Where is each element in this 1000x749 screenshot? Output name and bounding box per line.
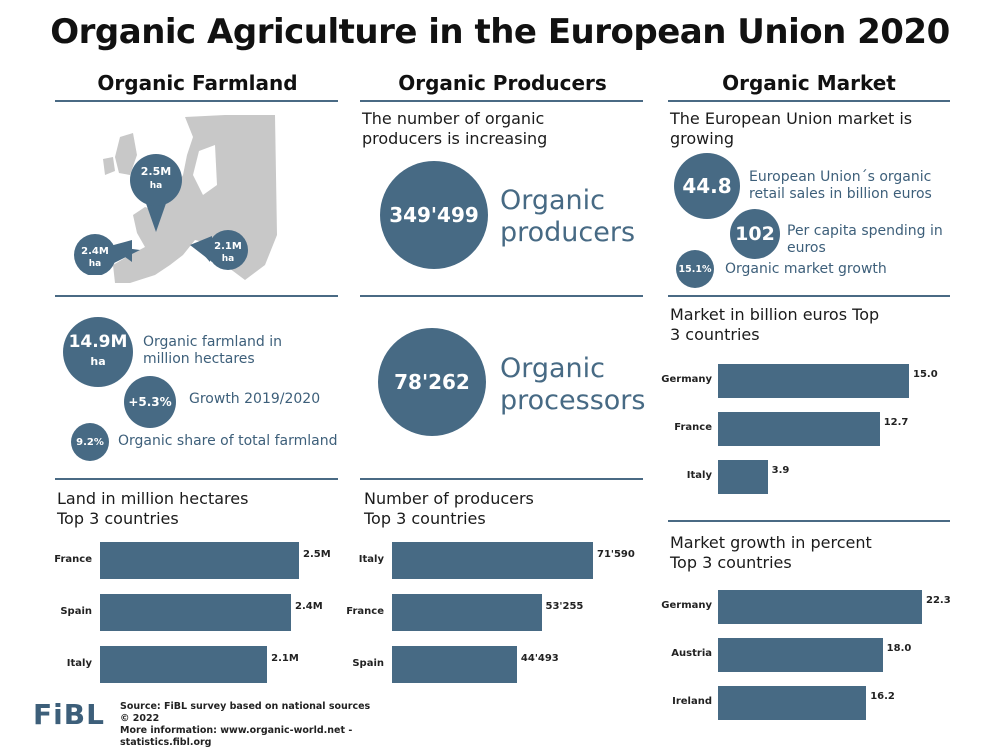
bar-category-label: France	[54, 553, 92, 565]
bar-value-label: 2.1M	[271, 652, 299, 664]
bar-category-label: Italy	[358, 553, 384, 565]
land-chart-title: Land in million hectares Top 3 countries	[57, 489, 249, 528]
producers-heading: Organic Producers	[398, 71, 607, 95]
bar	[718, 590, 922, 624]
market-per-capita-caption: Per capita spending in euros	[787, 223, 943, 256]
map-markers	[74, 154, 248, 275]
producers-count-circle: 349'499	[380, 161, 488, 269]
market-growth-circle: 15.1%	[676, 250, 714, 288]
bar	[718, 460, 768, 494]
bar	[718, 364, 909, 398]
bar-value-label: 53'255	[545, 600, 584, 612]
fibl-logo: FiBL	[33, 698, 105, 731]
bar	[100, 542, 299, 579]
bar-category-label: Spain	[60, 605, 92, 617]
footer-source: Source: FiBL survey based on national so…	[120, 701, 371, 712]
market-rule-3	[668, 520, 950, 522]
bar-category-label: Italy	[686, 470, 712, 481]
bar	[718, 412, 880, 446]
bar-category-label: Austria	[671, 648, 712, 659]
footer-more: More information: www.organic-world.net …	[120, 725, 353, 748]
bar-category-label: Germany	[661, 600, 712, 611]
bar	[100, 594, 292, 631]
farmland-growth-caption: Growth 2019/2020	[189, 391, 321, 407]
page-title: Organic Agriculture in the European Unio…	[50, 12, 950, 52]
bar-value-label: 3.9	[771, 465, 790, 476]
farmland-share-circle: 9.2%	[71, 423, 109, 461]
market-subtitle: The European Union market is growing	[670, 109, 913, 148]
market-heading: Organic Market	[722, 71, 896, 95]
bar	[100, 646, 268, 683]
market-rule	[668, 100, 950, 102]
market-growth-caption: Organic market growth	[725, 261, 887, 277]
footer-copyright: © 2022	[120, 713, 160, 724]
bar-value-label: 71'590	[597, 548, 635, 560]
bar-value-label: 15.0	[913, 369, 938, 380]
bar	[392, 646, 517, 683]
bar-category-label: France	[674, 422, 712, 433]
producers-chart-title: Number of producers Top 3 countries	[364, 489, 534, 528]
farmland-heading: Organic Farmland	[97, 71, 298, 95]
market-retail-caption: European Union´s organic retail sales in…	[749, 169, 932, 202]
bar-value-label: 18.0	[886, 643, 912, 654]
farmland-rule	[55, 100, 338, 102]
marker-italy: 2.1M ha	[214, 241, 242, 264]
producers-subtitle: The number of organic producers is incre…	[362, 109, 548, 148]
bar-value-label: 44'493	[520, 652, 559, 664]
bar-value-label: 2.4M	[295, 600, 323, 612]
bar-category-label: Ireland	[672, 696, 712, 707]
marker-spain: 2.4M ha	[81, 246, 109, 269]
processors-label: Organic processors	[500, 353, 646, 416]
bar	[392, 542, 593, 579]
producers-label: Organic producers	[500, 185, 636, 248]
farmland-share-caption: Organic share of total farmland	[118, 433, 338, 449]
bar-category-label: Spain	[352, 657, 384, 669]
bar-value-label: 22.3	[926, 595, 951, 606]
footer-text: Source: FiBL survey based on national so…	[120, 701, 440, 749]
bar	[718, 686, 867, 720]
farmland-growth-circle: +5.3%	[124, 376, 176, 428]
bar-category-label: France	[346, 605, 384, 617]
bar-category-label: Italy	[66, 657, 92, 669]
market-chart-title: Market in billion euros Top 3 countries	[670, 305, 880, 344]
bar	[392, 594, 542, 631]
bar	[718, 638, 883, 672]
bar-category-label: Germany	[661, 374, 712, 385]
market-per-capita-circle: 102	[730, 209, 780, 259]
producers-rule-2	[360, 295, 643, 297]
producers-rule-3	[360, 478, 643, 480]
bar-value-label: 2.5M	[303, 548, 331, 560]
bar-value-label: 12.7	[883, 417, 909, 428]
farmland-total-caption: Organic farmland in million hectares	[143, 334, 283, 367]
market-retail-circle: 44.8	[674, 153, 740, 219]
market-rule-2	[668, 295, 950, 297]
market-growth-chart-title: Market growth in percent Top 3 countries	[670, 533, 872, 572]
farmland-rule-3	[55, 478, 338, 480]
bar-value-label: 16.2	[870, 691, 895, 702]
producers-rule	[360, 100, 643, 102]
marker-france: 2.5M ha	[140, 165, 172, 191]
processors-count-circle: 78'262	[378, 328, 486, 436]
farmland-total-circle: 14.9M ha	[63, 317, 133, 387]
farmland-rule-2	[55, 295, 338, 297]
